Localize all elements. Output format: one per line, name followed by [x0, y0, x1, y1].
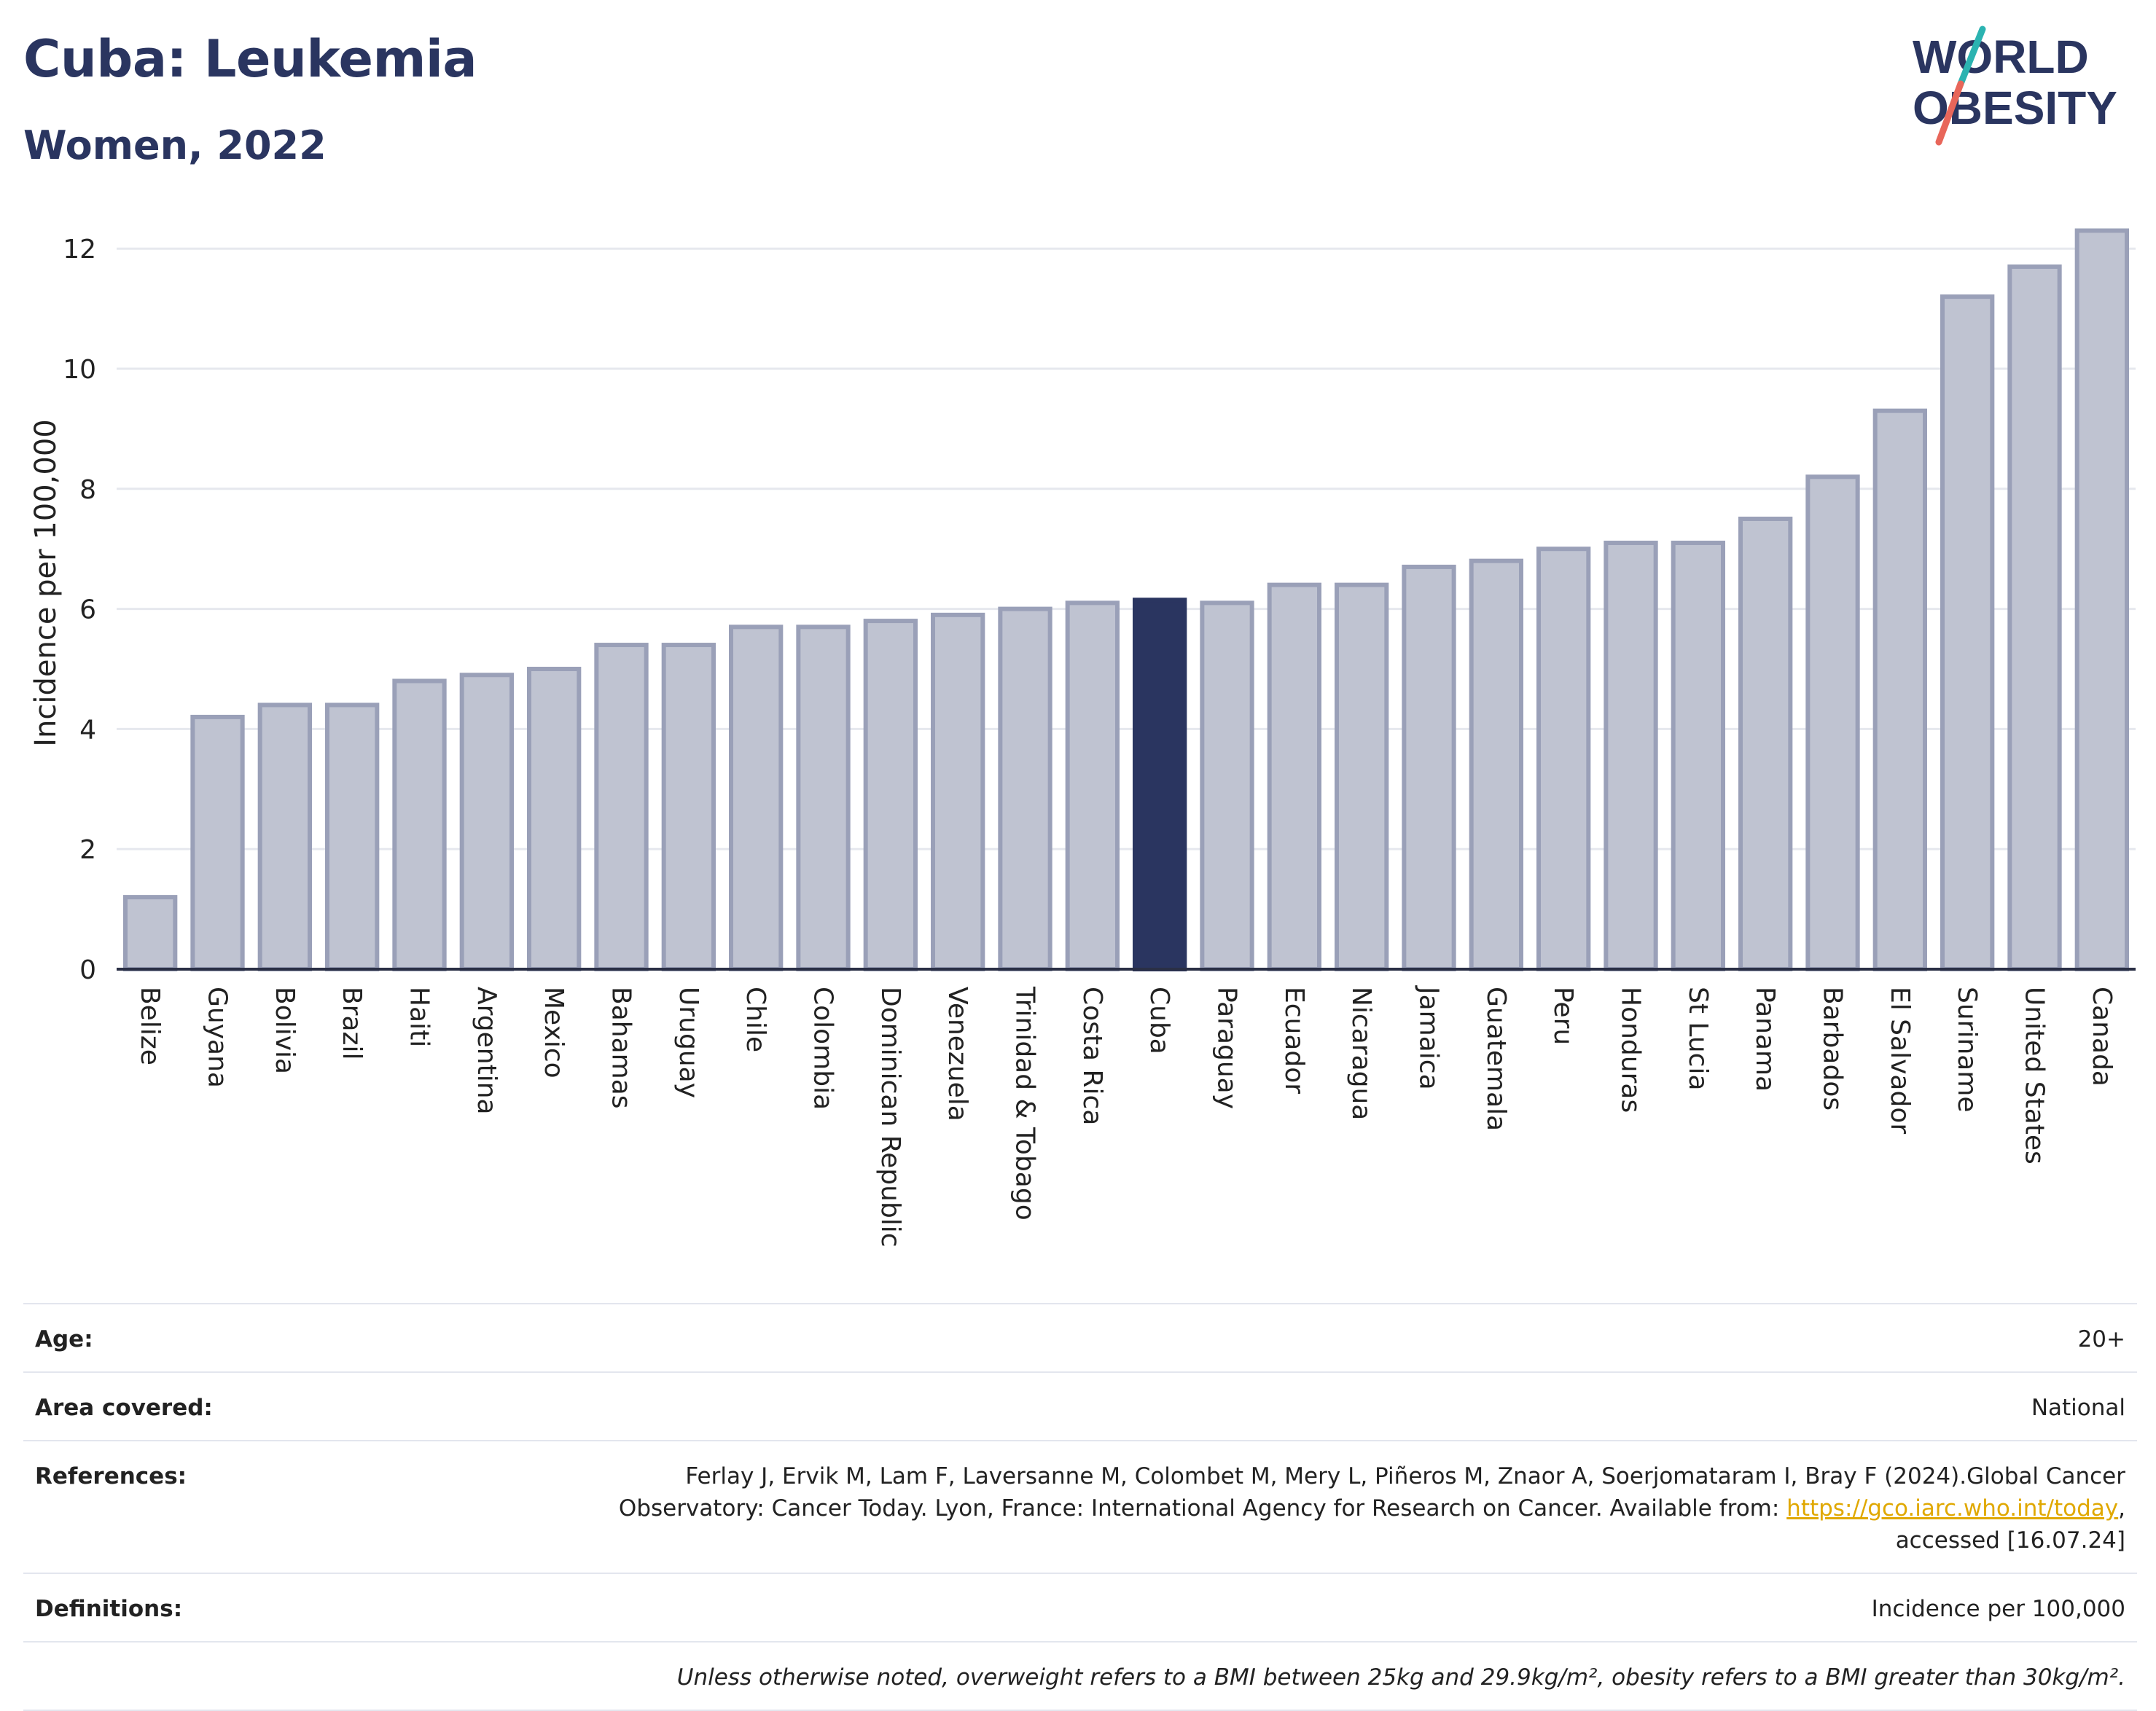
bar[interactable] — [1469, 558, 1523, 971]
x-tick-label: Nicaragua — [1346, 987, 1376, 1120]
bar[interactable] — [729, 625, 784, 971]
logo-slash-teal — [1957, 26, 1986, 87]
x-tick-label: Chile — [741, 987, 770, 1052]
x-tick-label: Suriname — [1952, 987, 1982, 1113]
y-tick-label: 10 — [63, 355, 96, 385]
x-tick-label: Guatemala — [1481, 987, 1511, 1131]
bar[interactable] — [1267, 582, 1321, 971]
logo-line-1: WORLD — [1913, 31, 2089, 83]
bar[interactable] — [1738, 517, 1793, 971]
references-link[interactable]: https://gco.iarc.who.int/today — [1786, 1495, 2119, 1522]
y-tick-label: 6 — [79, 595, 96, 625]
bar[interactable] — [1200, 600, 1254, 971]
area-value: National — [2031, 1395, 2125, 1421]
x-tick-label: Bahamas — [606, 987, 636, 1109]
y-tick-label: 4 — [79, 715, 96, 745]
x-tick-label: Jamaica — [1414, 985, 1444, 1090]
x-tick-label: Bolivia — [270, 987, 300, 1074]
age-value: 20+ — [2077, 1326, 2125, 1352]
x-tick-label: Honduras — [1616, 987, 1646, 1113]
x-tick-label: Dominican Republic — [875, 987, 905, 1248]
x-tick-label: Belize — [135, 987, 165, 1065]
references-text: Ferlay J, Ervik M, Lam F, Laversanne M, … — [618, 1463, 2125, 1522]
x-tick-label: Venezuela — [942, 987, 972, 1121]
chart-title: Cuba: Leukemia — [23, 29, 477, 89]
bar-highlighted[interactable] — [1133, 598, 1187, 971]
bar[interactable] — [931, 612, 985, 972]
bar[interactable] — [325, 702, 380, 971]
axes: 0 2 4 6 8 10 12 Belize Guyana Bolivia Brazil Haiti A… — [63, 235, 2136, 1248]
bar[interactable] — [2074, 228, 2129, 972]
meta-row-note: Unless otherwise noted, overweight refer… — [23, 1641, 2137, 1711]
meta-row-area: Area covered: National — [23, 1371, 2137, 1440]
grid-lines — [117, 247, 2136, 850]
bar[interactable] — [1805, 474, 1860, 971]
x-tick-label: Panama — [1750, 987, 1780, 1092]
x-tick-label: Argentina — [472, 987, 501, 1115]
x-tick-label: Trinidad & Tobago — [1010, 986, 1040, 1221]
bar[interactable] — [1402, 564, 1456, 971]
x-tick-label: Guyana — [203, 987, 233, 1088]
definitions-value: Incidence per 100,000 — [1871, 1596, 2125, 1622]
bar[interactable] — [594, 643, 649, 971]
bar[interactable] — [661, 643, 716, 971]
x-tick-label: Uruguay — [673, 987, 703, 1098]
bar[interactable] — [257, 702, 312, 971]
metadata-table: Age: 20+ Area covered: National Referenc… — [23, 1303, 2137, 1711]
x-tick-label: Peru — [1548, 987, 1578, 1045]
x-tick-label: Paraguay — [1212, 987, 1242, 1109]
x-tick-label: St Lucia — [1683, 987, 1713, 1091]
x-tick-label: Costa Rica — [1077, 987, 1107, 1125]
logo-slash-coral — [1935, 80, 1964, 146]
x-tick-label: Ecuador — [1279, 987, 1309, 1094]
x-tick-label: Colombia — [808, 987, 838, 1110]
bar[interactable] — [1335, 582, 1389, 971]
age-label: Age: — [35, 1326, 93, 1352]
x-tick-label: Cuba — [1144, 987, 1174, 1054]
y-tick-label: 8 — [79, 475, 96, 505]
chart-subtitle: Women, 2022 — [23, 122, 327, 168]
x-tick-label: Canada — [2087, 987, 2117, 1086]
bar[interactable] — [459, 673, 514, 971]
bar[interactable] — [1604, 540, 1658, 971]
x-tick-label: Mexico — [539, 987, 569, 1078]
bmi-note: Unless otherwise noted, overweight refer… — [676, 1664, 2125, 1691]
x-tick-label: Brazil — [337, 987, 367, 1060]
bar[interactable] — [1065, 600, 1120, 971]
area-label: Area covered: — [35, 1395, 213, 1421]
x-tick-label: Barbados — [1818, 987, 1848, 1111]
y-tick-label: 2 — [79, 835, 96, 865]
y-tick-label: 0 — [79, 955, 96, 985]
bar[interactable] — [2007, 264, 2062, 972]
bar[interactable] — [998, 606, 1052, 971]
x-tick-label: United States — [2020, 987, 2050, 1164]
meta-row-definitions: Definitions: Incidence per 100,000 — [23, 1573, 2137, 1641]
y-axis-label: Incidence per 100,000 — [29, 419, 63, 747]
world-obesity-logo: WORLD OBESITY — [1913, 26, 2117, 146]
bar[interactable] — [863, 619, 918, 972]
bar[interactable] — [123, 895, 178, 971]
x-tick-label: El Salvador — [1885, 987, 1915, 1134]
bar[interactable] — [190, 714, 245, 971]
bar[interactable] — [1536, 547, 1591, 971]
bars — [123, 228, 2129, 972]
bar[interactable] — [1671, 540, 1725, 971]
references-accessed: , accessed [16.07.24] — [1895, 1495, 2125, 1554]
bar[interactable] — [527, 667, 582, 971]
meta-row-age: Age: 20+ — [23, 1303, 2137, 1371]
references-label: References: — [35, 1463, 187, 1489]
definitions-label: Definitions: — [35, 1596, 183, 1622]
bar[interactable] — [796, 625, 851, 971]
y-tick-label: 12 — [63, 235, 96, 265]
bar[interactable] — [1940, 294, 1995, 971]
x-tick-label: Haiti — [405, 987, 434, 1047]
meta-row-references: References: Ferlay J, Ervik M, Lam F, La… — [23, 1440, 2137, 1573]
bar[interactable] — [392, 678, 447, 971]
bar[interactable] — [1872, 408, 1927, 971]
bar-chart: 0 2 4 6 8 10 12 Belize Guyana Bolivia Brazil Haiti A… — [29, 228, 2136, 1248]
references-value: Ferlay J, Ervik M, Lam F, Laversanne M, … — [580, 1460, 2125, 1557]
